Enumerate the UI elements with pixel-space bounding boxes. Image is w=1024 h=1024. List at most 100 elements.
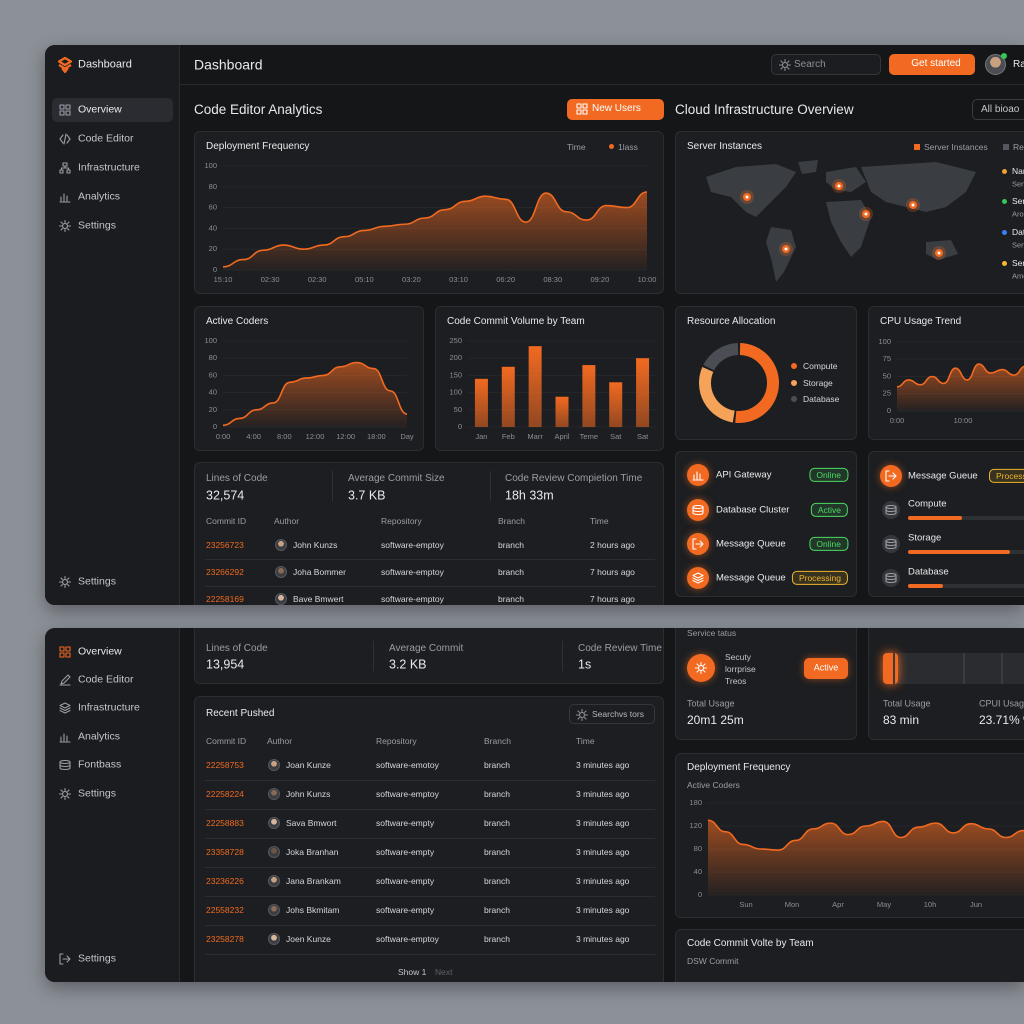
server-name: Nar (1012, 165, 1024, 176)
filter[interactable]: 1lass (618, 141, 638, 152)
stat-value: 23.71% % (979, 712, 1024, 727)
commit-id[interactable]: 23358728 (206, 846, 244, 857)
commit-id[interactable]: 22258224 (206, 788, 244, 799)
stat-value: 32,574 (206, 488, 245, 503)
nav-item[interactable]: Settings (78, 952, 116, 965)
x-tick-label: 12:00 (336, 432, 355, 441)
nav-item[interactable]: Infrastructure (78, 161, 140, 174)
strip-divider (1001, 653, 1003, 684)
y-tick-label: 60 (209, 203, 217, 212)
commit-id[interactable]: 23236226 (206, 875, 244, 886)
cell: 7 hours ago (590, 566, 635, 577)
donut-segment (703, 343, 739, 371)
bar (501, 366, 515, 427)
x-tick-label: Apr (832, 900, 844, 909)
x-tick-label: 12:00 (306, 432, 325, 441)
icon (59, 133, 71, 145)
nav-item[interactable]: Analytics (78, 730, 121, 743)
icon-shape (59, 162, 71, 174)
sidebar (45, 628, 180, 982)
chart: 0 40 80 120 180 Sun Mon Apr May 10h Jun (689, 798, 1024, 909)
nav-item[interactable]: Analytics (78, 190, 121, 203)
y-tick-label: 50 (883, 371, 891, 380)
avatar (275, 539, 287, 551)
nav-item[interactable]: Overview (78, 103, 122, 116)
nav-item[interactable]: Settings (78, 575, 116, 588)
x-tick-label: April (554, 432, 569, 441)
author: John Kunzs (293, 539, 338, 550)
pager[interactable]: Next (435, 966, 453, 977)
button-label: Get started (911, 58, 961, 69)
commit-id[interactable]: 22258753 (206, 759, 244, 770)
pin-dot (911, 203, 915, 207)
search-box[interactable]: Searchvs tors (569, 704, 655, 724)
y-tick-label: 20 (209, 405, 217, 414)
card-subtitle: Active Coders (687, 779, 740, 790)
pin-dot (937, 251, 941, 255)
nav-item[interactable]: Code Editor (78, 673, 134, 686)
x-tick-label: Teme (580, 432, 598, 441)
commit-id[interactable]: 23256723 (206, 539, 244, 550)
filter-button[interactable]: All bioao (972, 99, 1024, 120)
resource-card: Resource Allocation Compute Storage Databas… (675, 306, 857, 440)
icon (59, 646, 71, 658)
icon-shape (59, 702, 71, 714)
usage-card: Total Usage 83 min CPUI Usag 23.71% % (868, 628, 1024, 740)
stat-value: 83 min (883, 712, 920, 727)
commit-id[interactable]: 23266292 (206, 566, 244, 577)
nav-item[interactable]: Code Editor (78, 132, 134, 145)
x-tick-label: Marr (527, 432, 543, 441)
status-badge: Processing (791, 570, 848, 586)
x-tick-label: 03:10 (449, 275, 468, 284)
legend-label: Server Instances (924, 141, 988, 152)
icon (59, 162, 71, 174)
server-sub: Server (1012, 240, 1024, 250)
pager[interactable]: Show 1 (398, 966, 427, 977)
y-tick-label: 40 (209, 388, 217, 397)
service-name: Message Queue (716, 572, 786, 584)
filter[interactable]: Time (567, 141, 586, 152)
progress-fill (908, 516, 963, 520)
commit-id[interactable]: 22258169 (206, 593, 244, 604)
icon (778, 58, 792, 72)
service-icon (687, 464, 709, 486)
search-box[interactable]: Search (771, 54, 881, 75)
y-tick-label: 100 (204, 161, 217, 170)
y-tick-label: 80 (694, 844, 702, 853)
commit-id[interactable]: 22258883 (206, 817, 244, 828)
continent (798, 160, 818, 174)
column-header: Commit ID (206, 515, 247, 526)
nav-item[interactable]: Settings (78, 787, 116, 800)
commit-id[interactable]: 22558232 (206, 904, 244, 915)
nav-item[interactable]: Fontbass (78, 758, 122, 771)
author: John Kunzs (286, 788, 331, 799)
icon-shape (885, 504, 897, 516)
y-tick-label: 0 (458, 422, 462, 431)
avatar (268, 846, 280, 858)
column-header: Repository (381, 515, 422, 526)
y-tick-label: 100 (878, 337, 891, 346)
nav-item[interactable]: Overview (78, 645, 122, 658)
service-name: Database Cluster (716, 504, 790, 516)
resource-label: Database (908, 566, 949, 578)
column-header: Repository (376, 735, 417, 746)
nav-item[interactable]: Infrastructure (78, 701, 140, 714)
get-started-button[interactable]: Get startedGet started (889, 54, 975, 75)
x-tick-label: Day (400, 432, 414, 441)
button-label: New Users (592, 103, 641, 114)
progress-track (908, 516, 1024, 520)
x-tick-label: 02:30 (261, 275, 280, 284)
cell: 3 minutes ago (576, 933, 630, 944)
logo-mark (57, 56, 73, 74)
icon-shape (58, 787, 72, 801)
author: Joan Kunze (286, 759, 331, 770)
continent (706, 164, 796, 217)
nav-item[interactable]: Settings (78, 219, 116, 232)
y-tick-label: 0 (213, 265, 217, 274)
y-tick-label: 0 (698, 890, 702, 899)
row-divider (205, 808, 655, 810)
commit-id[interactable]: 23258278 (206, 933, 244, 944)
new-users-button[interactable]: New Users (567, 99, 664, 120)
icon-shape (692, 471, 704, 481)
